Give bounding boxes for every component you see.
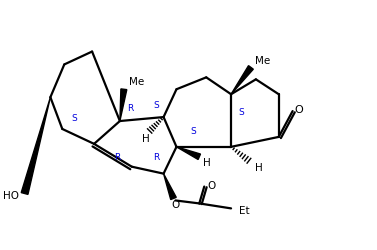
Text: Et: Et [239,206,250,216]
Text: Me: Me [255,56,270,66]
Text: R: R [153,153,160,162]
Text: S: S [71,113,77,122]
Text: S: S [190,127,196,136]
Polygon shape [164,174,176,200]
Polygon shape [120,90,127,122]
Text: O: O [172,200,179,209]
Text: Me: Me [129,77,144,87]
Text: HO: HO [3,191,18,201]
Text: O: O [207,180,215,190]
Text: H: H [203,157,211,167]
Text: S: S [154,100,159,109]
Polygon shape [176,147,201,160]
Text: O: O [294,105,303,115]
Polygon shape [21,98,51,194]
Text: H: H [255,162,263,172]
Polygon shape [231,66,253,95]
Text: H: H [142,133,150,143]
Text: S: S [238,107,244,116]
Text: R: R [127,103,133,112]
Text: R: R [114,153,120,162]
